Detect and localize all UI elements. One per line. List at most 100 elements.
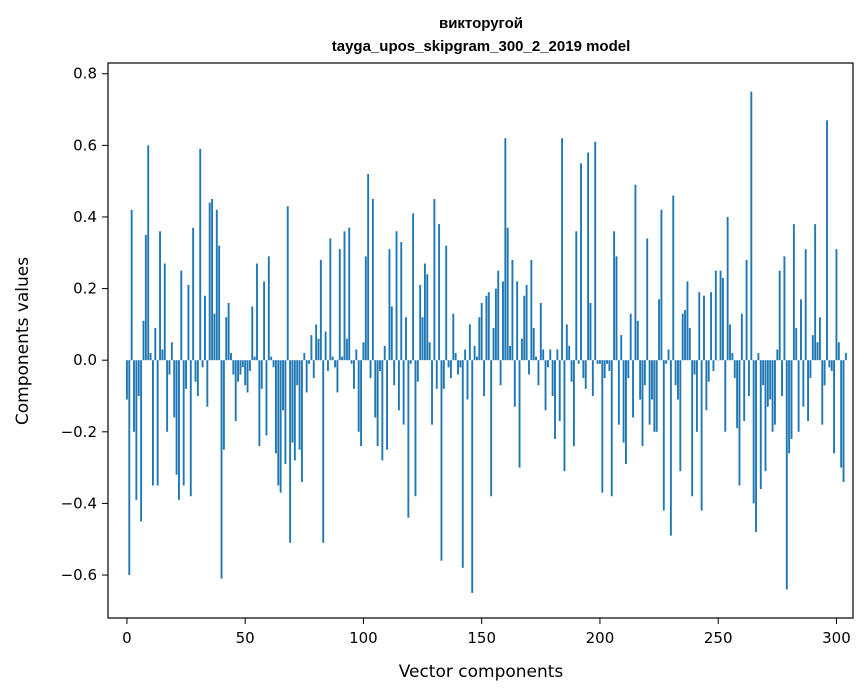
bar (520, 338, 523, 361)
bar (175, 360, 178, 475)
y-tick-label: 0.8 (73, 65, 97, 83)
y-tick-label: 0.2 (73, 280, 97, 298)
bar (364, 256, 367, 361)
bar (423, 263, 426, 361)
bar (733, 360, 736, 379)
bar (381, 360, 384, 461)
bar (133, 360, 135, 432)
bar (502, 281, 504, 361)
bar (156, 360, 159, 486)
bar (494, 288, 497, 361)
bar (452, 313, 455, 361)
bar (643, 360, 646, 386)
bar (187, 285, 190, 361)
bar (360, 360, 363, 447)
bar (774, 360, 776, 425)
bar (591, 360, 594, 396)
bar (554, 360, 556, 439)
bar (168, 360, 171, 375)
y-tick-label: −0.4 (61, 494, 97, 512)
bar (757, 353, 760, 361)
bar (674, 360, 677, 386)
bar (461, 360, 464, 568)
bar (379, 360, 381, 371)
bar (350, 360, 353, 364)
bar (660, 209, 663, 361)
bar (312, 360, 315, 379)
bar (840, 360, 843, 468)
bar (594, 141, 597, 361)
bar (525, 285, 528, 361)
bar (397, 360, 400, 411)
bar (329, 238, 332, 361)
bar (213, 313, 216, 361)
bar (490, 360, 493, 497)
bar (393, 360, 396, 386)
bar (137, 360, 140, 396)
bar (764, 360, 767, 472)
bar (445, 245, 448, 361)
bar (755, 360, 757, 533)
bar (390, 306, 393, 361)
bar (778, 270, 781, 361)
bar (487, 292, 490, 361)
bar (776, 349, 779, 361)
bar (234, 360, 237, 422)
x-tick-label: 50 (236, 629, 255, 647)
bar (185, 360, 187, 389)
bar (743, 360, 746, 422)
bar (513, 360, 516, 407)
bar (707, 360, 710, 382)
y-tick-label: 0.4 (73, 208, 97, 226)
bar (677, 360, 679, 400)
bar (622, 360, 625, 443)
bar (504, 138, 507, 361)
x-tick-label: 250 (704, 629, 733, 647)
bar (256, 263, 258, 361)
bar (367, 174, 370, 361)
bar (303, 353, 306, 361)
bar (386, 360, 389, 450)
bar (395, 231, 398, 361)
bar (289, 360, 292, 543)
bar (341, 356, 344, 361)
bar (539, 302, 542, 361)
bar (265, 360, 268, 436)
bar (206, 360, 209, 407)
bar (267, 256, 270, 361)
bar (606, 360, 608, 364)
bar (705, 360, 708, 411)
bar (700, 360, 703, 511)
bar (414, 360, 417, 497)
bar (523, 295, 526, 361)
bar (662, 360, 665, 511)
bar (750, 91, 753, 361)
bar (693, 360, 696, 375)
bar (582, 360, 585, 379)
bar (511, 259, 514, 361)
bar (721, 277, 724, 361)
bar (449, 360, 452, 379)
bar (438, 224, 441, 361)
bar (570, 360, 573, 382)
bar (291, 360, 294, 443)
bar (230, 353, 232, 361)
bar (196, 360, 199, 396)
bar (459, 360, 462, 368)
bar (272, 360, 275, 368)
bar (473, 345, 476, 361)
bar (125, 360, 128, 400)
bar (322, 360, 325, 543)
bar (159, 231, 161, 361)
bar (686, 281, 689, 361)
bar (149, 353, 152, 361)
bar (695, 360, 698, 432)
bar (556, 349, 559, 361)
bar (672, 195, 675, 361)
bar (331, 356, 334, 361)
bar (802, 360, 805, 407)
bar (499, 360, 502, 386)
bar (639, 360, 642, 400)
bar (598, 360, 601, 364)
bar (315, 324, 318, 361)
